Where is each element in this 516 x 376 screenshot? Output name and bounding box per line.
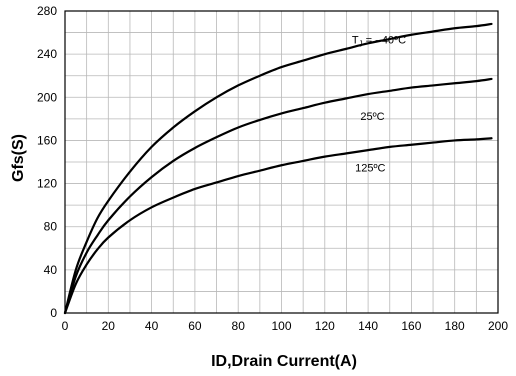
y-tick-label: 80 bbox=[44, 220, 58, 234]
x-tick-label: 80 bbox=[232, 319, 246, 333]
x-tick-label: 60 bbox=[188, 319, 202, 333]
y-tick-label: 0 bbox=[50, 306, 57, 320]
curve-label: 125ºC bbox=[355, 163, 385, 175]
x-tick-label: 0 bbox=[62, 319, 69, 333]
series-line-0 bbox=[63, 22, 493, 315]
curve-label: TJ = - 40ºC bbox=[352, 34, 406, 48]
x-tick-label: 40 bbox=[145, 319, 159, 333]
y-tick-label: 160 bbox=[37, 133, 57, 147]
x-axis-title: ID,Drain Current(A) bbox=[211, 353, 357, 370]
y-tick-label: 200 bbox=[37, 90, 57, 104]
grid-lines bbox=[64, 10, 499, 314]
x-tick-label: 140 bbox=[358, 319, 378, 333]
series-line-2 bbox=[63, 137, 493, 315]
plot-area-frame bbox=[64, 10, 499, 314]
y-tick-label: 40 bbox=[44, 263, 58, 277]
x-tick-label: 100 bbox=[271, 319, 291, 333]
y-tick-label: 240 bbox=[37, 47, 57, 61]
x-tick-label: 200 bbox=[488, 319, 508, 333]
y-tick-label: 280 bbox=[37, 4, 57, 18]
series-line-1 bbox=[63, 77, 493, 315]
x-tick-label: 20 bbox=[102, 319, 116, 333]
x-tick-label: 120 bbox=[315, 319, 335, 333]
series-lines bbox=[63, 22, 493, 315]
x-tick-label: 160 bbox=[401, 319, 421, 333]
x-tick-label: 180 bbox=[445, 319, 465, 333]
curve-label: 25ºC bbox=[360, 111, 384, 123]
y-axis-title: Gfs(S) bbox=[10, 134, 27, 182]
y-tick-label: 120 bbox=[37, 177, 57, 191]
tick-labels: 0 20 40 60 80 100 120 140 160 180 200 0 40 80 120 160 20… bbox=[37, 4, 508, 333]
curve-labels: TJ = - 40ºC 25ºC 125ºC bbox=[352, 34, 406, 174]
